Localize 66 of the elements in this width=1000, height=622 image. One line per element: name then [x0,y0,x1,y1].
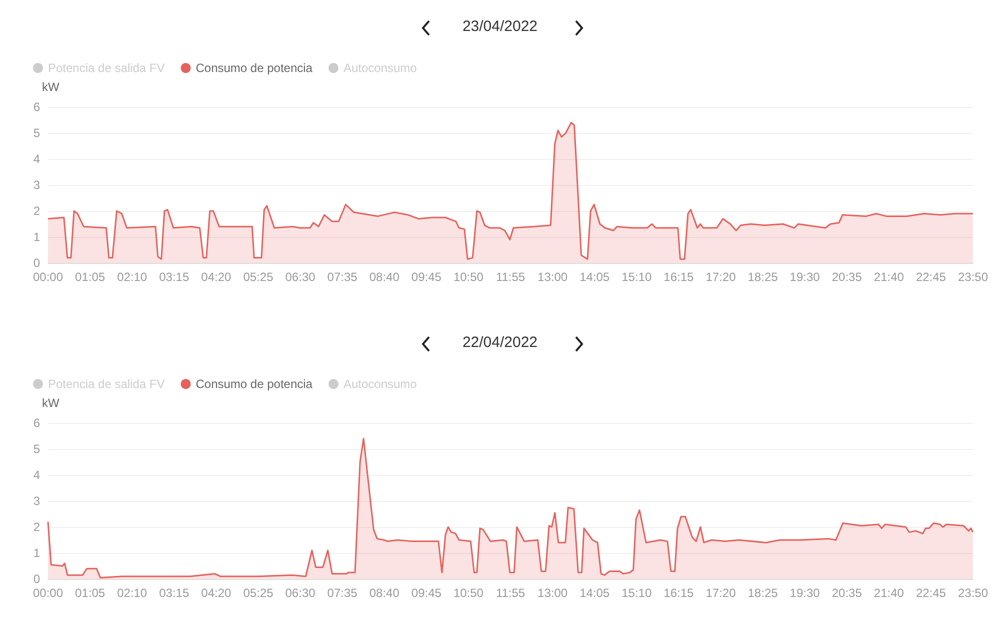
x-tick-label: 19:30 [790,586,820,600]
x-tick-label: 07:35 [327,586,358,600]
y-tick-label: 3 [33,494,40,508]
x-tick-label: 00:00 [32,586,64,600]
x-tick-label: 01:05 [75,586,106,600]
x-tick-label: 23:50 [958,586,988,600]
x-tick-label: 17:20 [706,586,736,600]
x-tick-label: 11:55 [496,270,526,284]
y-tick-label: 6 [33,416,40,430]
x-tick-label: 00:00 [32,270,64,284]
x-tick-label: 11:55 [496,586,526,600]
y-tick-label: 2 [33,520,40,534]
x-tick-label: 09:45 [411,586,442,600]
x-tick-label: 08:40 [369,270,400,284]
x-tick-label: 22:45 [916,586,946,600]
x-tick-label: 21:40 [874,270,904,284]
x-tick-label: 14:05 [580,270,610,284]
legend-label: Consumo de potencia [196,61,313,75]
x-tick-label: 13:00 [538,586,568,600]
y-tick-label: 0 [33,572,40,586]
y-tick-label: 6 [33,100,40,114]
y-tick-label: 1 [33,230,40,244]
x-tick-label: 03:15 [159,586,190,600]
x-tick-label: 14:05 [580,586,610,600]
x-tick-label: 01:05 [75,270,106,284]
x-tick-label: 05:25 [243,586,274,600]
x-tick-label: 07:35 [327,270,358,284]
y-tick-label: 2 [33,204,40,218]
x-tick-label: 10:50 [453,270,484,284]
x-tick-label: 06:30 [285,586,316,600]
y-tick-label: 4 [33,152,40,166]
x-tick-label: 23:50 [958,270,988,284]
y-tick-label: 1 [33,546,40,560]
x-tick-label: 21:40 [874,586,904,600]
x-tick-label: 22:45 [916,270,946,284]
x-tick-label: 06:30 [285,270,316,284]
y-axis-title: kW [42,80,60,94]
y-tick-label: 0 [33,256,40,270]
x-tick-label: 15:10 [622,270,652,284]
y-tick-label: 4 [33,468,40,482]
x-tick-label: 02:10 [117,586,148,600]
chart-title: 23/04/2022 [461,18,539,35]
x-tick-label: 08:40 [369,586,400,600]
x-tick-label: 13:00 [538,270,568,284]
legend-label: Consumo de potencia [196,377,313,391]
y-tick-label: 5 [33,442,40,456]
x-tick-label: 04:20 [201,586,232,600]
x-tick-label: 05:25 [243,270,274,284]
x-tick-label: 18:25 [748,270,778,284]
x-tick-label: 16:15 [664,270,694,284]
x-tick-label: 15:10 [622,586,652,600]
chart-title: 22/04/2022 [461,334,539,351]
x-tick-label: 16:15 [664,586,694,600]
x-tick-label: 20:35 [832,270,862,284]
y-tick-label: 5 [33,126,40,140]
y-tick-label: 3 [33,178,40,192]
x-tick-label: 09:45 [411,270,442,284]
x-tick-label: 19:30 [790,270,820,284]
x-tick-label: 04:20 [201,270,232,284]
x-tick-label: 02:10 [117,270,148,284]
x-tick-label: 03:15 [159,270,190,284]
y-axis-title: kW [42,396,60,410]
x-tick-label: 17:20 [706,270,736,284]
x-tick-label: 20:35 [832,586,862,600]
x-tick-label: 18:25 [748,586,778,600]
x-tick-label: 10:50 [453,586,484,600]
